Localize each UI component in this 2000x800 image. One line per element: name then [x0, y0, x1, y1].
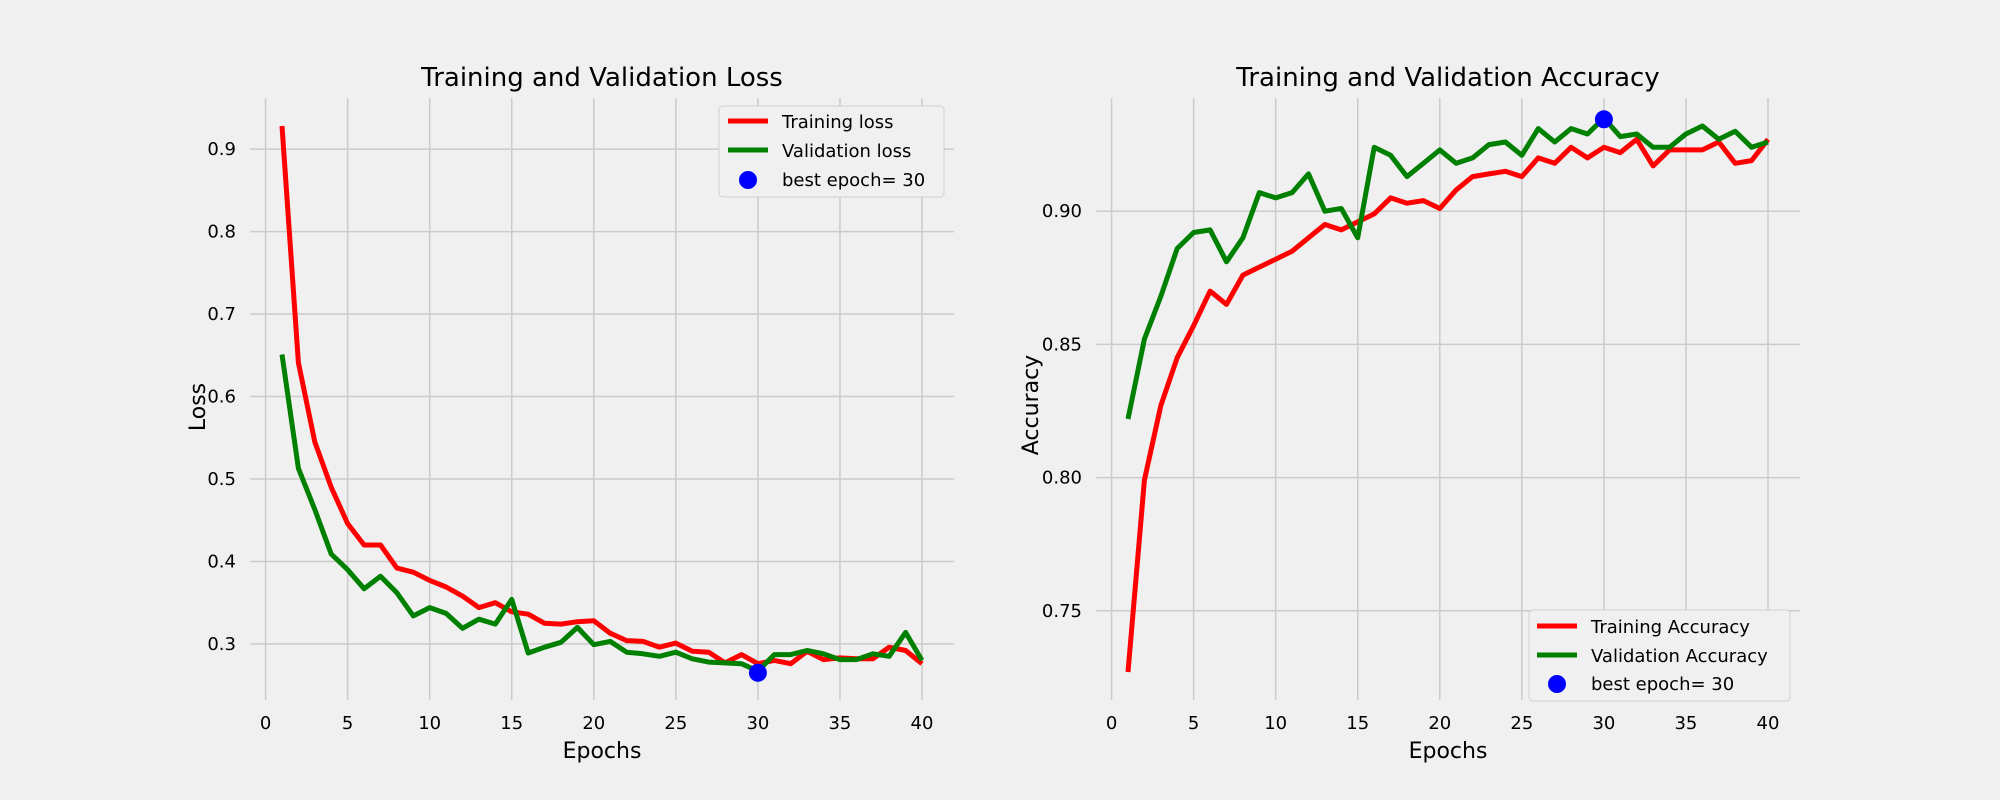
- loss-x-tick-label: 20: [582, 713, 605, 734]
- accuracy-x-tick-label: 0: [1106, 713, 1117, 734]
- loss-x-tick-label: 10: [418, 713, 441, 734]
- loss-x-tick-label: 15: [500, 713, 523, 734]
- accuracy-x-tick-label: 40: [1757, 713, 1780, 734]
- loss-legend-best-marker: [739, 171, 757, 189]
- accuracy-best-epoch-point: [1594, 110, 1613, 129]
- loss-y-tick-label: 0.8: [207, 222, 236, 243]
- loss-x-tick-label: 40: [911, 713, 934, 734]
- loss-y-tick-label: 0.3: [207, 634, 236, 655]
- loss-chart: 0 5 10 15 20 25 30 35 40 0.3 0.4 0.5 0.6 0.7 0.8 0.9 Tr…: [186, 63, 954, 764]
- accuracy-chart-title: Training and Validation Accuracy: [1235, 63, 1659, 93]
- accuracy-x-tick-label: 10: [1264, 713, 1287, 734]
- loss-x-tick-label: 30: [746, 713, 769, 734]
- accuracy-x-tick-label: 35: [1674, 713, 1697, 734]
- accuracy-y-tick-label: 0.85: [1042, 334, 1082, 355]
- accuracy-validation-line: [1125, 115, 1769, 420]
- loss-legend-box: [718, 105, 945, 198]
- loss-series: [279, 125, 925, 682]
- accuracy-series: [1125, 110, 1770, 673]
- loss-legend-best-label: best epoch= 30: [782, 170, 925, 191]
- loss-legend: Training loss Validation loss best epoch…: [718, 105, 945, 198]
- accuracy-y-tick-label: 0.90: [1042, 201, 1082, 222]
- loss-x-tick-label: 25: [664, 713, 687, 734]
- loss-best-epoch-point: [748, 663, 767, 682]
- loss-x-tick-label: 35: [828, 713, 851, 734]
- accuracy-legend: Training Accuracy Validation Accuracy be…: [1528, 609, 1791, 702]
- accuracy-legend-best-marker: [1548, 675, 1566, 693]
- loss-y-tick-label: 0.9: [207, 139, 236, 160]
- accuracy-y-axis-label: Accuracy: [1019, 355, 1044, 455]
- accuracy-x-tick-label: 30: [1592, 713, 1615, 734]
- loss-legend-training-label: Training loss: [781, 112, 894, 133]
- accuracy-x-tick-label: 5: [1188, 713, 1199, 734]
- loss-ticks: 0 5 10 15 20 25 30 35 40 0.3 0.4 0.5 0.6 0.7 0.8 0.9: [207, 139, 933, 734]
- loss-training-line: [279, 125, 924, 667]
- accuracy-x-tick-label: 15: [1346, 713, 1369, 734]
- loss-y-tick-label: 0.6: [207, 387, 236, 408]
- accuracy-legend-validation-label: Validation Accuracy: [1591, 646, 1768, 667]
- loss-legend-validation-label: Validation loss: [782, 141, 911, 162]
- loss-chart-title: Training and Validation Loss: [420, 63, 783, 93]
- loss-x-axis-label: Epochs: [563, 739, 642, 764]
- accuracy-x-tick-label: 20: [1428, 713, 1451, 734]
- accuracy-legend-best-label: best epoch= 30: [1591, 674, 1734, 695]
- accuracy-ticks: 0 5 10 15 20 25 30 35 40 0.75 0.80 0.85 0.90: [1042, 201, 1780, 734]
- accuracy-chart: 0 5 10 15 20 25 30 35 40 0.75 0.80 0.85 0.90 Trainin…: [1019, 63, 1800, 764]
- loss-y-tick-label: 0.4: [207, 551, 236, 572]
- accuracy-y-tick-label: 0.80: [1042, 468, 1082, 489]
- accuracy-training-line: [1125, 136, 1770, 673]
- accuracy-y-tick-label: 0.75: [1042, 601, 1082, 622]
- loss-y-axis-label: Loss: [186, 383, 211, 431]
- accuracy-legend-box: [1528, 609, 1791, 702]
- loss-y-tick-label: 0.5: [207, 469, 236, 490]
- loss-y-tick-label: 0.7: [207, 304, 236, 325]
- accuracy-x-tick-label: 25: [1510, 713, 1533, 734]
- loss-validation-line: [279, 354, 925, 674]
- accuracy-x-axis-label: Epochs: [1409, 739, 1488, 764]
- loss-x-tick-label: 5: [342, 713, 353, 734]
- loss-x-tick-label: 0: [260, 713, 271, 734]
- accuracy-legend-training-label: Training Accuracy: [1590, 617, 1750, 638]
